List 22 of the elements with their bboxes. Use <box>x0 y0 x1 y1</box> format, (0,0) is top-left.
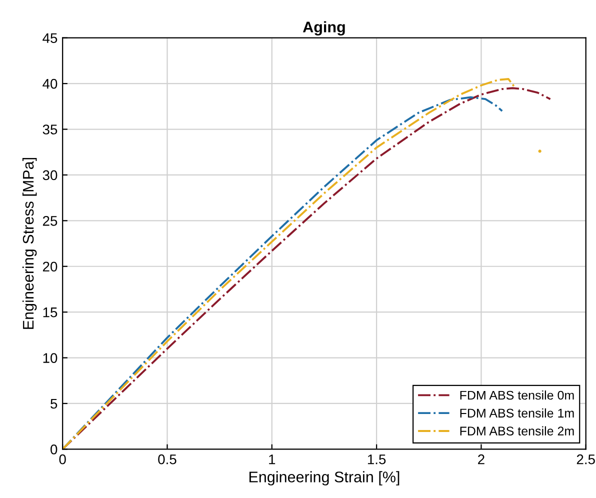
chart-title: Aging <box>302 21 345 36</box>
y-tick-label: 25 <box>42 216 58 226</box>
y-tick-label: 35 <box>42 124 58 134</box>
legend-label: FDM ABS tensile 0m <box>460 390 574 400</box>
x-tick-label: 2 <box>478 454 484 464</box>
y-tick-label: 40 <box>42 78 58 89</box>
y-tick-label: 5 <box>50 398 58 409</box>
x-tick-label: 1.5 <box>368 454 386 464</box>
y-tick-label: 45 <box>42 33 58 44</box>
x-tick-label: 1 <box>269 454 276 464</box>
y-axis-title: Engineering Stress [MPa] <box>22 158 37 329</box>
y-tick-label: 0 <box>50 444 58 454</box>
y-tick-label: 15 <box>43 308 58 318</box>
legend-label: FDM ABS tensile 1m <box>460 408 574 418</box>
legend-label: FDM ABS tensile 2m <box>460 426 574 436</box>
x-tick-label: 0.5 <box>158 454 176 464</box>
x-axis-title: Engineering Strain [%] <box>249 471 400 486</box>
x-tick-label: 2.5 <box>576 454 595 464</box>
y-tick-label: 10 <box>43 353 58 363</box>
y-tick-label: 20 <box>42 262 58 272</box>
x-tick-label: 0 <box>59 454 66 464</box>
y-tick-label: 30 <box>42 170 58 180</box>
